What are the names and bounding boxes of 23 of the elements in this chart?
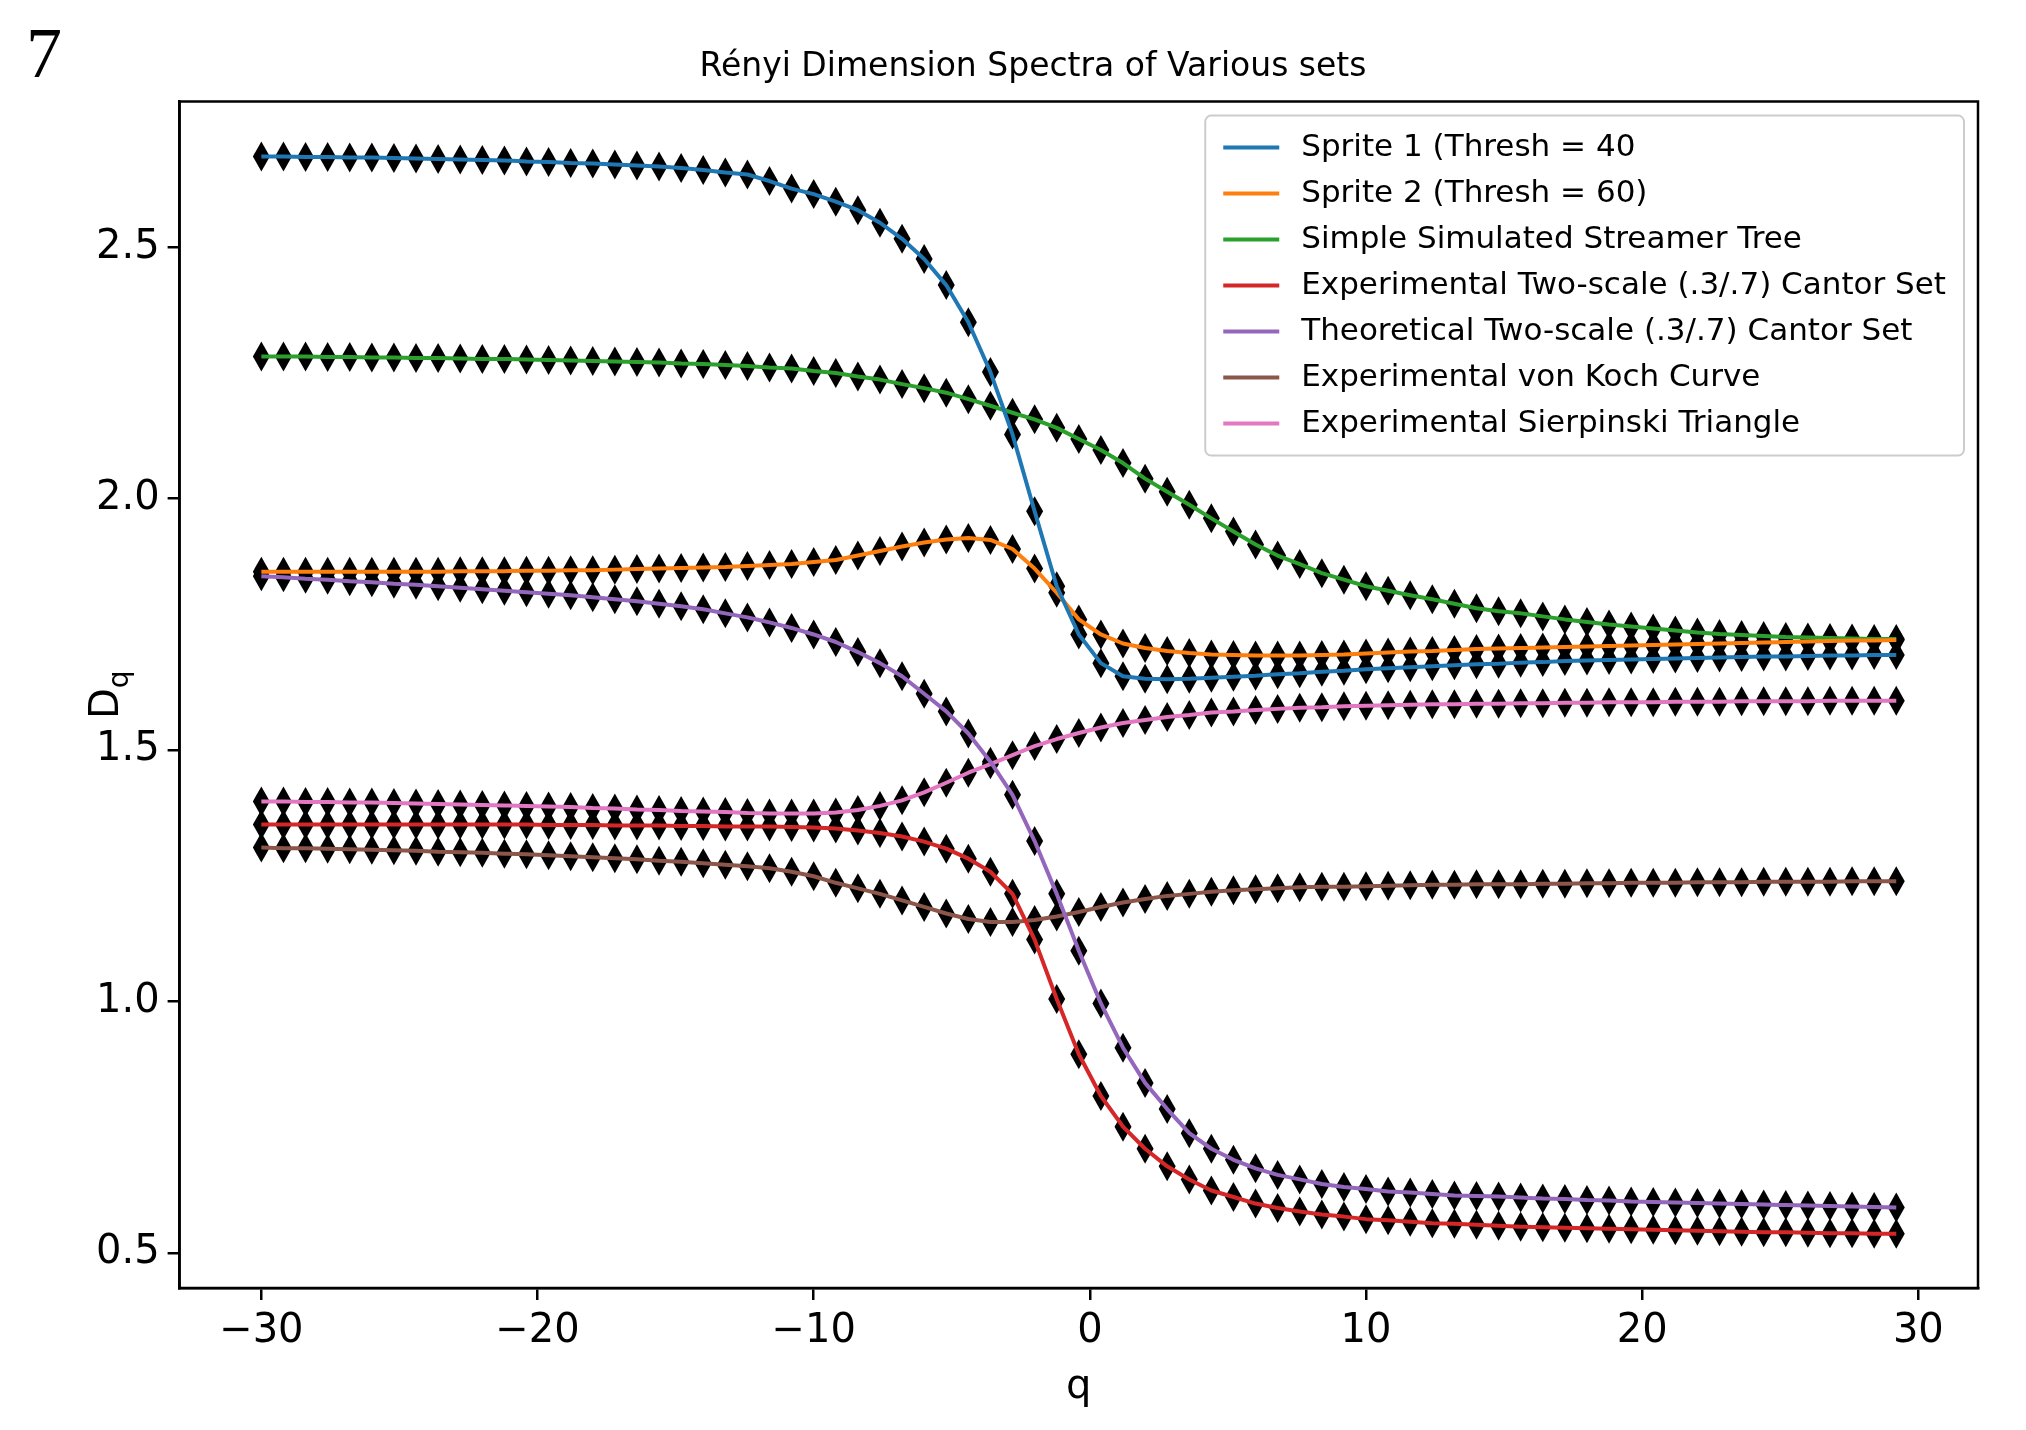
x-tick-label: −30 (219, 1305, 304, 1352)
chart-title: Rényi Dimension Spectra of Various sets (699, 45, 1367, 85)
x-tick-label: 20 (1616, 1305, 1668, 1352)
x-tick-label: −20 (495, 1305, 580, 1352)
x-tick-label: −10 (771, 1305, 856, 1352)
y-tick-label: 2.0 (95, 472, 160, 519)
y-tick-label: 2.5 (95, 220, 160, 267)
y-axis-title: Dq (81, 670, 135, 720)
x-tick-label: 0 (1077, 1305, 1103, 1352)
legend-label: Experimental von Koch Curve (1301, 356, 1761, 393)
legend-label: Experimental Sierpinski Triangle (1301, 402, 1801, 439)
legend-label: Simple Simulated Streamer Tree (1301, 218, 1802, 255)
text: 7 (26, 12, 62, 93)
y-tick-label: 1.5 (95, 723, 160, 770)
y-tick-label: 1.0 (95, 974, 160, 1021)
legend-label: Theoretical Two-scale (.3/.7) Cantor Set (1300, 310, 1913, 347)
legend-label: Sprite 1 (Thresh = 40 (1301, 126, 1636, 163)
legend-label: Experimental Two-scale (.3/.7) Cantor Set (1301, 264, 1946, 301)
x-axis-title: q (1066, 1361, 1092, 1408)
x-tick-label: 30 (1892, 1305, 1944, 1352)
y-tick-label: 0.5 (95, 1226, 160, 1273)
legend-label: Sprite 2 (Thresh = 60) (1301, 172, 1648, 209)
x-tick-label: 10 (1340, 1305, 1392, 1352)
